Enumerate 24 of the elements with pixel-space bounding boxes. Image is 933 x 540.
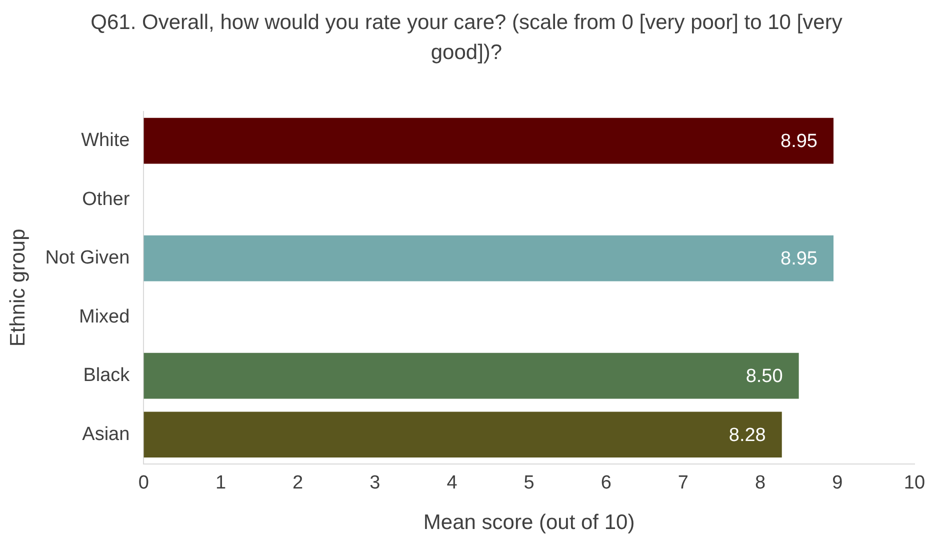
- y-tick-label: Not Given: [45, 248, 130, 269]
- x-tick-label: 7: [678, 472, 688, 494]
- x-tick-label: 10: [904, 472, 926, 494]
- x-tick-label: 6: [600, 472, 612, 494]
- y-tick-label: Mixed: [78, 306, 130, 328]
- chart-title: Q61. Overall, how would you rate your care? (scale from 0 [very poor] to 10 [very good])?: [90, 10, 844, 66]
- x-tick-label: 9: [832, 472, 843, 494]
- x-tick-label: 8: [754, 472, 766, 494]
- x-tick-label: 4: [446, 472, 458, 494]
- data-label: 8.95: [780, 131, 818, 152]
- x-tick-label: 0: [138, 472, 149, 494]
- data-label: 8.95: [780, 248, 818, 270]
- y-axis-title: Ethnic group: [6, 228, 30, 347]
- y-tick-label: Black: [83, 365, 130, 386]
- data-label: 8.28: [728, 424, 766, 446]
- x-axis-title: Mean score (out of 10): [423, 511, 635, 534]
- y-tick-label: Other: [82, 188, 130, 210]
- y-tick-label: White: [81, 130, 130, 152]
- y-tick-label: Asian: [82, 424, 130, 445]
- x-tick-label: 2: [292, 472, 304, 494]
- x-tick-label: 3: [370, 472, 380, 494]
- x-tick-label: 1: [215, 472, 226, 494]
- data-label: 8.50: [746, 366, 783, 388]
- x-tick-label: 5: [524, 472, 534, 494]
